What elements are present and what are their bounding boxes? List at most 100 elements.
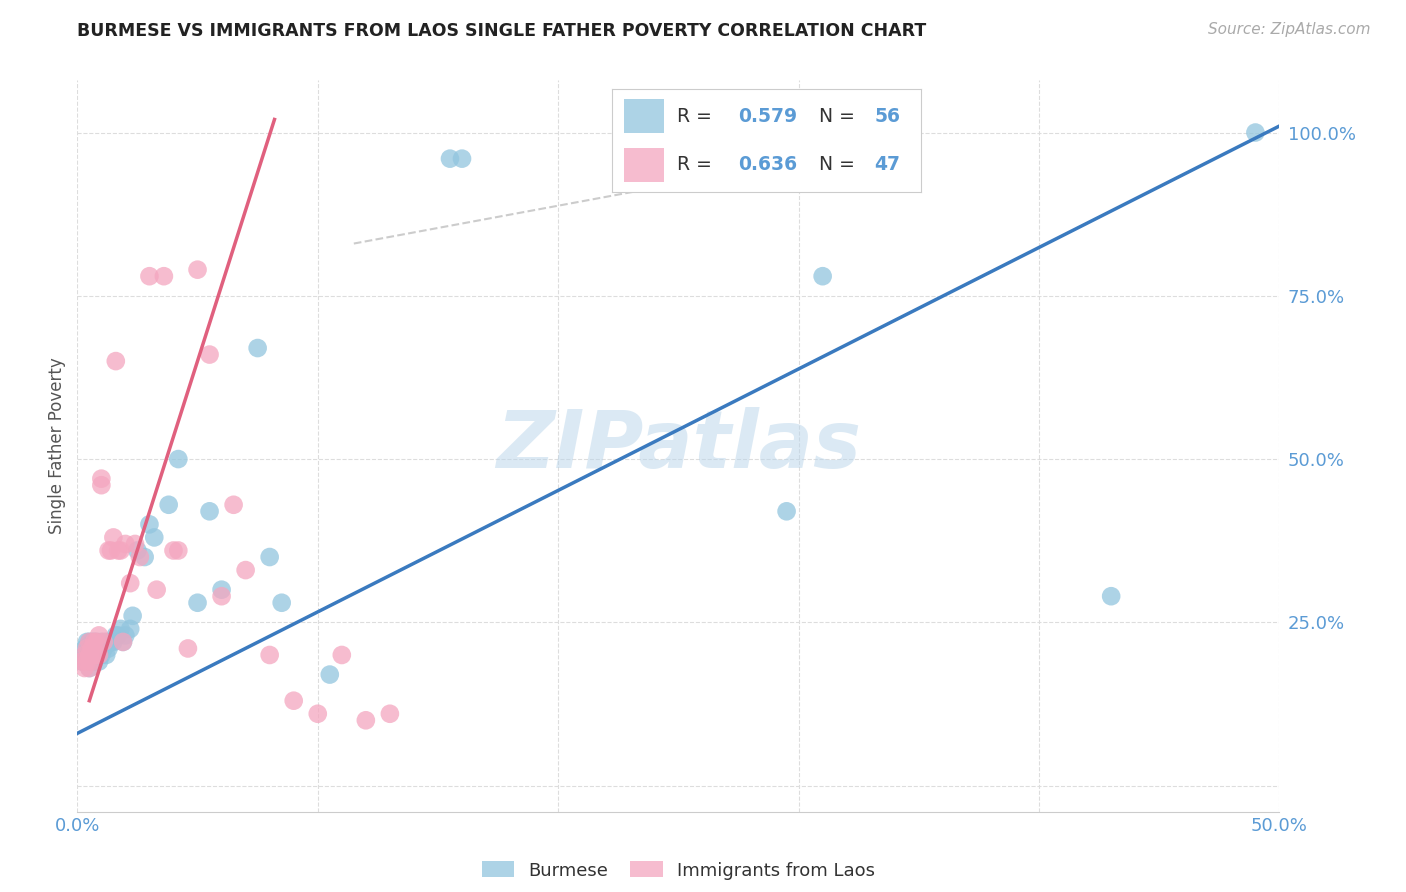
Point <box>86 648 108 662</box>
Point <box>127 543 149 558</box>
Point <box>138 269 160 284</box>
Point <box>121 608 143 623</box>
Point <box>145 582 167 597</box>
Point <box>80 635 103 649</box>
Point <box>90 635 112 649</box>
Point <box>76 648 98 662</box>
Point <box>120 622 142 636</box>
Point <box>87 648 110 662</box>
Point <box>80 648 103 662</box>
Point <box>211 589 233 603</box>
Point <box>186 596 209 610</box>
Point <box>93 641 115 656</box>
Point <box>90 472 112 486</box>
Point <box>177 641 200 656</box>
Point <box>259 549 281 564</box>
Point <box>162 543 184 558</box>
Point <box>97 543 120 558</box>
Point <box>76 655 98 669</box>
Point <box>103 530 125 544</box>
Point <box>134 549 156 564</box>
Point <box>79 635 101 649</box>
Legend: Burmese, Immigrants from Laos: Burmese, Immigrants from Laos <box>474 855 883 887</box>
Point <box>87 628 110 642</box>
Text: Source: ZipAtlas.com: Source: ZipAtlas.com <box>1208 22 1371 37</box>
Point <box>167 452 190 467</box>
Text: 0.579: 0.579 <box>738 107 797 126</box>
Point <box>104 628 127 642</box>
Point <box>76 641 98 656</box>
Point <box>222 498 245 512</box>
Point <box>354 714 377 728</box>
Point <box>76 635 98 649</box>
Point <box>96 648 118 662</box>
Text: 47: 47 <box>875 155 900 174</box>
Point <box>107 628 129 642</box>
Point <box>86 648 108 662</box>
Point <box>138 517 160 532</box>
Point <box>153 269 176 284</box>
Point <box>100 635 122 649</box>
Point <box>93 635 115 649</box>
Point <box>80 655 103 669</box>
Point <box>235 563 257 577</box>
Point <box>79 635 101 649</box>
Text: ZIPatlas: ZIPatlas <box>496 407 860 485</box>
Point <box>97 641 120 656</box>
Point <box>439 152 461 166</box>
Point <box>70 655 93 669</box>
Point <box>120 576 142 591</box>
Point <box>79 641 101 656</box>
Point <box>198 504 221 518</box>
Text: R =: R = <box>676 107 717 126</box>
Point <box>73 661 96 675</box>
Point <box>246 341 269 355</box>
Point <box>198 348 221 362</box>
Point <box>73 641 96 656</box>
Point <box>283 694 305 708</box>
Point <box>128 549 150 564</box>
Point <box>104 354 127 368</box>
Text: BURMESE VS IMMIGRANTS FROM LAOS SINGLE FATHER POVERTY CORRELATION CHART: BURMESE VS IMMIGRANTS FROM LAOS SINGLE F… <box>77 22 927 40</box>
Point <box>143 530 166 544</box>
FancyBboxPatch shape <box>624 99 664 133</box>
Text: N =: N = <box>818 155 860 174</box>
Point <box>167 543 190 558</box>
Point <box>90 641 112 656</box>
Point <box>111 635 134 649</box>
Point <box>79 661 101 675</box>
Point <box>83 648 105 662</box>
Point <box>73 648 96 662</box>
Text: 56: 56 <box>875 107 900 126</box>
Point <box>79 655 101 669</box>
Point <box>79 648 101 662</box>
Y-axis label: Single Father Poverty: Single Father Poverty <box>48 358 66 534</box>
Point <box>103 635 125 649</box>
Point <box>96 635 118 649</box>
Point <box>451 152 474 166</box>
Point <box>114 537 136 551</box>
Point <box>114 628 136 642</box>
Point <box>87 655 110 669</box>
Point <box>378 706 401 721</box>
Point <box>110 622 132 636</box>
Point <box>90 648 112 662</box>
Point <box>307 706 329 721</box>
Point <box>1099 589 1122 603</box>
Point <box>76 641 98 656</box>
Text: 0.636: 0.636 <box>738 155 797 174</box>
Point <box>330 648 353 662</box>
Point <box>775 504 797 518</box>
Point <box>270 596 292 610</box>
Point <box>79 661 101 675</box>
Point <box>86 635 108 649</box>
Point <box>110 543 132 558</box>
Point <box>107 543 129 558</box>
Point <box>86 635 108 649</box>
Point <box>73 648 96 662</box>
Point <box>83 655 105 669</box>
Point <box>811 269 834 284</box>
Point <box>90 478 112 492</box>
Point <box>259 648 281 662</box>
FancyBboxPatch shape <box>624 148 664 181</box>
